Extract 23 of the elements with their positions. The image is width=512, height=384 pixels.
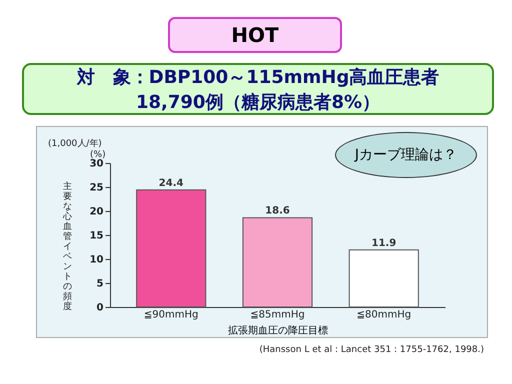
chart-subtitle: 対 象：DBP100～115mmHg高血圧患者 18,790例（糖尿病患者8%）	[22, 63, 494, 115]
text: (1,000人/年)	[48, 138, 102, 150]
bar	[348, 249, 419, 308]
x-tick-label: ≦90mmHg	[144, 310, 198, 320]
bar	[136, 189, 206, 308]
text: (%)	[90, 150, 106, 160]
text: (Hansson L et al : Lancet 351 : 1755-1762, 1998.)	[259, 345, 484, 355]
data-label: 24.4	[158, 178, 184, 189]
y-tick-label: 5	[96, 278, 104, 290]
x-tick-label: ≦80mmHg	[356, 310, 412, 320]
x-tick-label: ≦85mmHg	[250, 310, 305, 320]
data-label: 18.6	[265, 206, 290, 217]
y-tick-label: 10	[90, 254, 104, 266]
bar	[242, 217, 313, 308]
y-tick-label: 30	[90, 158, 104, 170]
y-tick-label: 15	[90, 230, 104, 242]
data-label: 11.9	[372, 238, 396, 249]
y-tick-label: 25	[90, 182, 104, 194]
x-axis-title: 拡張期血圧の降圧目標	[228, 324, 328, 336]
chart-title: HOT	[168, 17, 342, 53]
y-tick-label: 0	[96, 302, 104, 314]
text: 主要な心血管イベントの頻度	[63, 182, 72, 312]
y-tick-label: 20	[90, 206, 104, 218]
